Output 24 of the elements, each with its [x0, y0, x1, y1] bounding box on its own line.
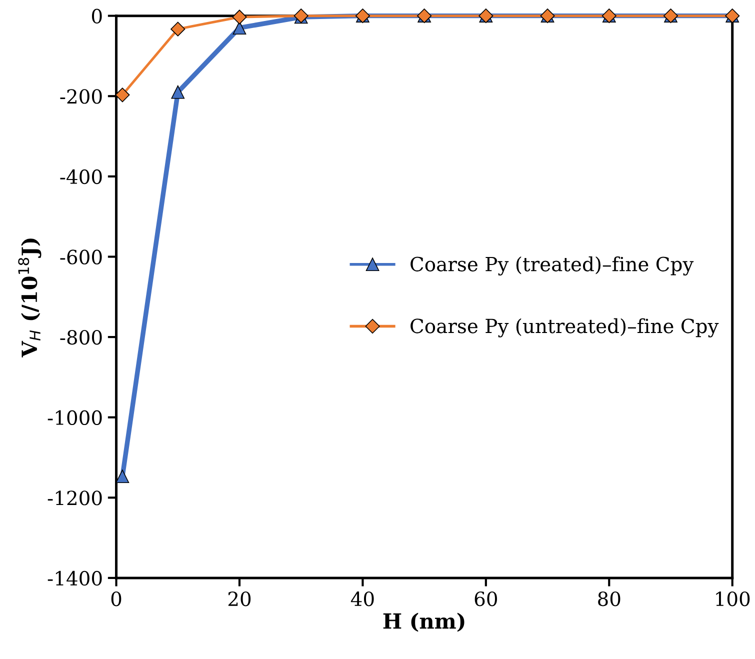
y-tick-label: -1000 — [48, 410, 102, 425]
x-tick-label: 20 — [228, 591, 251, 606]
legend-label: Coarse Py (treated)–fine Cpy — [410, 256, 694, 276]
point — [115, 88, 130, 102]
y-tick-label: -600 — [60, 250, 102, 264]
y-tick-label: -800 — [60, 330, 102, 345]
x-tick-label: 0 — [111, 591, 122, 606]
y-tick-label: -1400 — [48, 570, 102, 586]
point — [232, 10, 247, 24]
y-tick-label: -1200 — [48, 490, 102, 506]
y-tick-label: -200 — [60, 89, 102, 104]
x-tick-label: 80 — [598, 591, 620, 606]
point — [232, 21, 246, 35]
point — [170, 22, 186, 36]
point — [171, 85, 185, 99]
x-tick-label: 100 — [716, 591, 750, 606]
x-axis-title: H (nm) — [383, 612, 464, 632]
y-axis-title: V$_{H}$ (/10$^{18}$J) — [18, 238, 42, 358]
x-tick-label: 60 — [474, 591, 497, 606]
y-tick-label: -400 — [60, 169, 102, 184]
y-tick-label: 0 — [92, 8, 102, 24]
point — [116, 470, 130, 484]
x-tick-label: 40 — [350, 591, 374, 606]
legend-label: Coarse Py (untreated)–fine Cpy — [410, 318, 719, 338]
